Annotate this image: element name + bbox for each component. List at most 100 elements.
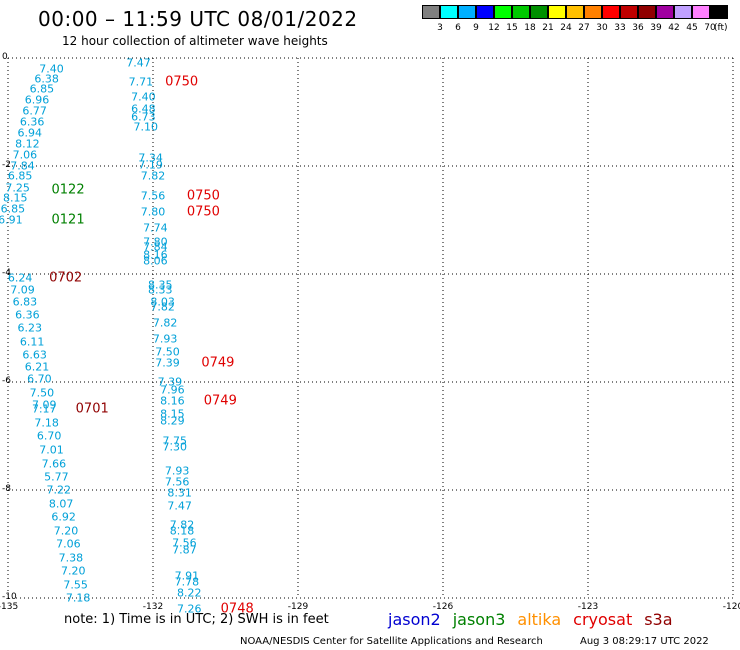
colorbar-swatch	[548, 5, 566, 19]
x-tick-label: -135	[0, 602, 19, 612]
wave-height-value: 7.06	[56, 537, 81, 551]
wave-height-value: 7.93	[152, 332, 178, 346]
wave-height-value: 7.39	[155, 356, 180, 370]
y-tick-label: -4	[2, 268, 11, 278]
wave-height-value: 7.47	[126, 56, 151, 70]
x-tick-label: -132	[142, 602, 164, 612]
colorbar-tick: 21	[542, 23, 554, 33]
pass-time-label: 0749	[203, 393, 237, 409]
wave-height-value: 6.70	[36, 429, 62, 443]
wave-height-value: 7.71	[128, 75, 154, 89]
wave-height-value: 6.73	[131, 110, 156, 124]
wave-height-value: 8.15	[3, 191, 28, 205]
wave-height-value: 8.03	[150, 295, 175, 309]
wave-height-value: 8.31	[167, 486, 192, 500]
wave-height-value: 7.17	[32, 402, 57, 416]
wave-height-value: 7.18	[34, 416, 59, 429]
colorbar-tick: 42	[668, 23, 680, 33]
wave-height-value: 8.12	[15, 137, 40, 151]
wave-height-value: 7.75	[162, 434, 188, 448]
wave-height-value: 6.63	[22, 348, 47, 362]
satellite-legend: jason2 jason3 altika cryosat s3a	[388, 610, 685, 629]
colorbar-tick: 39	[650, 23, 662, 33]
x-tick-label: -123	[577, 602, 599, 612]
wave-height-value: 7.50	[155, 345, 180, 359]
wave-height-value: 6.85	[7, 169, 33, 183]
wave-height-value: 6.91	[0, 213, 23, 227]
colorbar-swatch	[638, 5, 656, 19]
satellite-name: s3a	[644, 610, 673, 629]
pass-time-label: 0750	[186, 204, 220, 220]
y-tick-label: -6	[2, 376, 11, 386]
pass-time-label: 0750	[186, 188, 220, 204]
wave-height-value: 8.22	[177, 586, 202, 600]
colorbar-swatch	[692, 5, 710, 19]
y-tick-label: -10	[2, 592, 17, 602]
wave-height-value: 7.01	[39, 443, 64, 456]
y-tick-label: -2	[2, 160, 11, 170]
wave-height-value: 7.38	[58, 551, 84, 564]
footer-timestamp: Aug 3 08:29:17 UTC 2022	[580, 636, 709, 647]
wave-height-value: 7.82	[150, 300, 175, 314]
wave-height-value: 7.78	[174, 575, 200, 589]
wave-height-value: 7.40	[131, 90, 156, 104]
colorbar-tick: 3	[437, 23, 443, 33]
wave-height-value: 6.96	[24, 93, 50, 107]
wave-height-value: 8.07	[48, 497, 74, 510]
footer-credit: NOAA/NESDIS Center for Satellite Applica…	[240, 636, 543, 647]
satellite-name: jason2	[388, 610, 441, 629]
colorbar-swatch	[440, 5, 458, 19]
colorbar-swatch	[584, 5, 602, 19]
pass-time-label: 0750	[165, 74, 199, 90]
wave-height-value: 8.16	[160, 394, 185, 408]
wave-height-value: 7.09	[10, 283, 35, 297]
wave-height-value: 7.06	[12, 148, 38, 162]
wave-height-value: 7.84	[143, 240, 168, 254]
wave-height-value: 6.70	[27, 372, 52, 386]
colorbar-swatch	[620, 5, 638, 19]
colorbar-tick: 27	[578, 23, 590, 33]
y-tick-label: 0	[2, 52, 8, 62]
colorbar-swatch	[602, 5, 620, 19]
wave-height-value: 7.34	[138, 151, 163, 165]
wave-height-value: 6.11	[19, 335, 45, 348]
wave-height-value: 7.47	[167, 499, 192, 513]
colorbar-tick: 18	[524, 23, 536, 33]
satellite-name: jason3	[452, 610, 506, 629]
wave-height-value: 7.55	[63, 578, 88, 591]
wave-height-value: 6.36	[19, 115, 45, 129]
wave-height-value: 6.85	[0, 202, 26, 216]
wave-height-value: 7.74	[143, 221, 168, 235]
wave-height-value: 7.10	[133, 120, 159, 134]
wave-height-value: 6.77	[22, 104, 47, 118]
wave-height-value: 7.19	[138, 158, 163, 172]
wave-height-value: 6.48	[131, 102, 156, 116]
wave-height-value: 6.83	[12, 295, 38, 309]
wave-height-value: 6.85	[29, 82, 55, 96]
wave-height-value: 7.25	[5, 181, 30, 195]
footer-note: note: 1) Time is in UTC; 2) SWH is in fe…	[64, 612, 329, 627]
wave-height-value: 8.06	[143, 254, 168, 267]
wave-height-value: 7.39	[157, 375, 183, 389]
pass-time-label: 0702	[49, 270, 83, 286]
colorbar-swatch	[422, 5, 440, 19]
colorbar-swatch	[530, 5, 548, 19]
wave-height-value: 7.50	[29, 386, 55, 400]
colorbar-swatch	[494, 5, 512, 19]
colorbar-swatch	[458, 5, 476, 19]
map-title: 00:00 – 11:59 UTC 08/01/2022	[38, 7, 358, 31]
map-subtitle: 12 hour collection of altimeter wave hei…	[62, 34, 328, 48]
wave-height-value: 8.33	[148, 283, 173, 297]
colorbar-unit: (ft)	[714, 23, 728, 33]
wave-height-value: 5.77	[44, 470, 69, 483]
wave-height-value: 6.36	[15, 308, 40, 321]
wave-height-value: 7.20	[61, 564, 86, 578]
colorbar-tick: 12	[488, 23, 500, 33]
wave-height-value: 8.18	[169, 524, 195, 537]
colorbar-tick: 70	[704, 23, 716, 33]
x-tick-label: -120	[722, 602, 740, 612]
y-tick-label: -8	[2, 484, 11, 494]
colorbar-swatch	[656, 5, 674, 19]
wave-height-value: 7.56	[140, 189, 166, 203]
wave-height-value: 8.16	[143, 248, 168, 262]
